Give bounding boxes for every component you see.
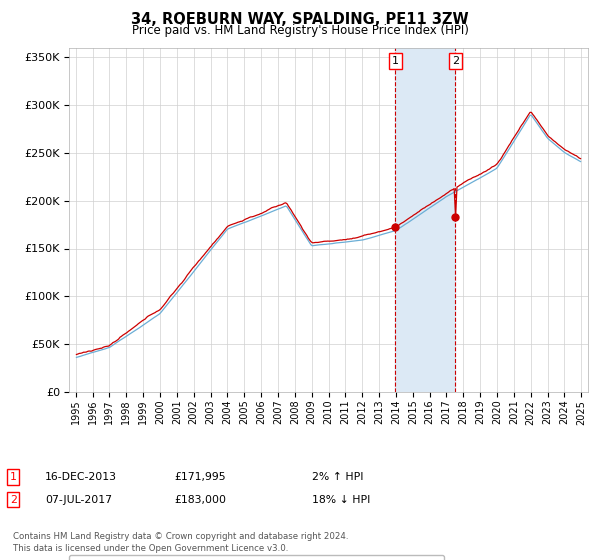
Text: 2% ↑ HPI: 2% ↑ HPI — [312, 472, 364, 482]
Text: 1: 1 — [10, 472, 17, 482]
Legend: 34, ROEBURN WAY, SPALDING, PE11 3ZW (detached house), HPI: Average price, detach: 34, ROEBURN WAY, SPALDING, PE11 3ZW (det… — [69, 555, 444, 560]
Text: 18% ↓ HPI: 18% ↓ HPI — [312, 494, 370, 505]
Text: Price paid vs. HM Land Registry's House Price Index (HPI): Price paid vs. HM Land Registry's House … — [131, 24, 469, 36]
Text: 1: 1 — [392, 56, 399, 66]
Text: £171,995: £171,995 — [174, 472, 226, 482]
Text: 2: 2 — [10, 494, 17, 505]
Text: 2: 2 — [452, 56, 459, 66]
Text: 07-JUL-2017: 07-JUL-2017 — [45, 494, 112, 505]
Text: 34, ROEBURN WAY, SPALDING, PE11 3ZW: 34, ROEBURN WAY, SPALDING, PE11 3ZW — [131, 12, 469, 27]
Bar — [395, 48, 455, 392]
Text: Contains HM Land Registry data © Crown copyright and database right 2024.
This d: Contains HM Land Registry data © Crown c… — [13, 532, 349, 553]
Text: 16-DEC-2013: 16-DEC-2013 — [45, 472, 117, 482]
Text: £183,000: £183,000 — [174, 494, 226, 505]
